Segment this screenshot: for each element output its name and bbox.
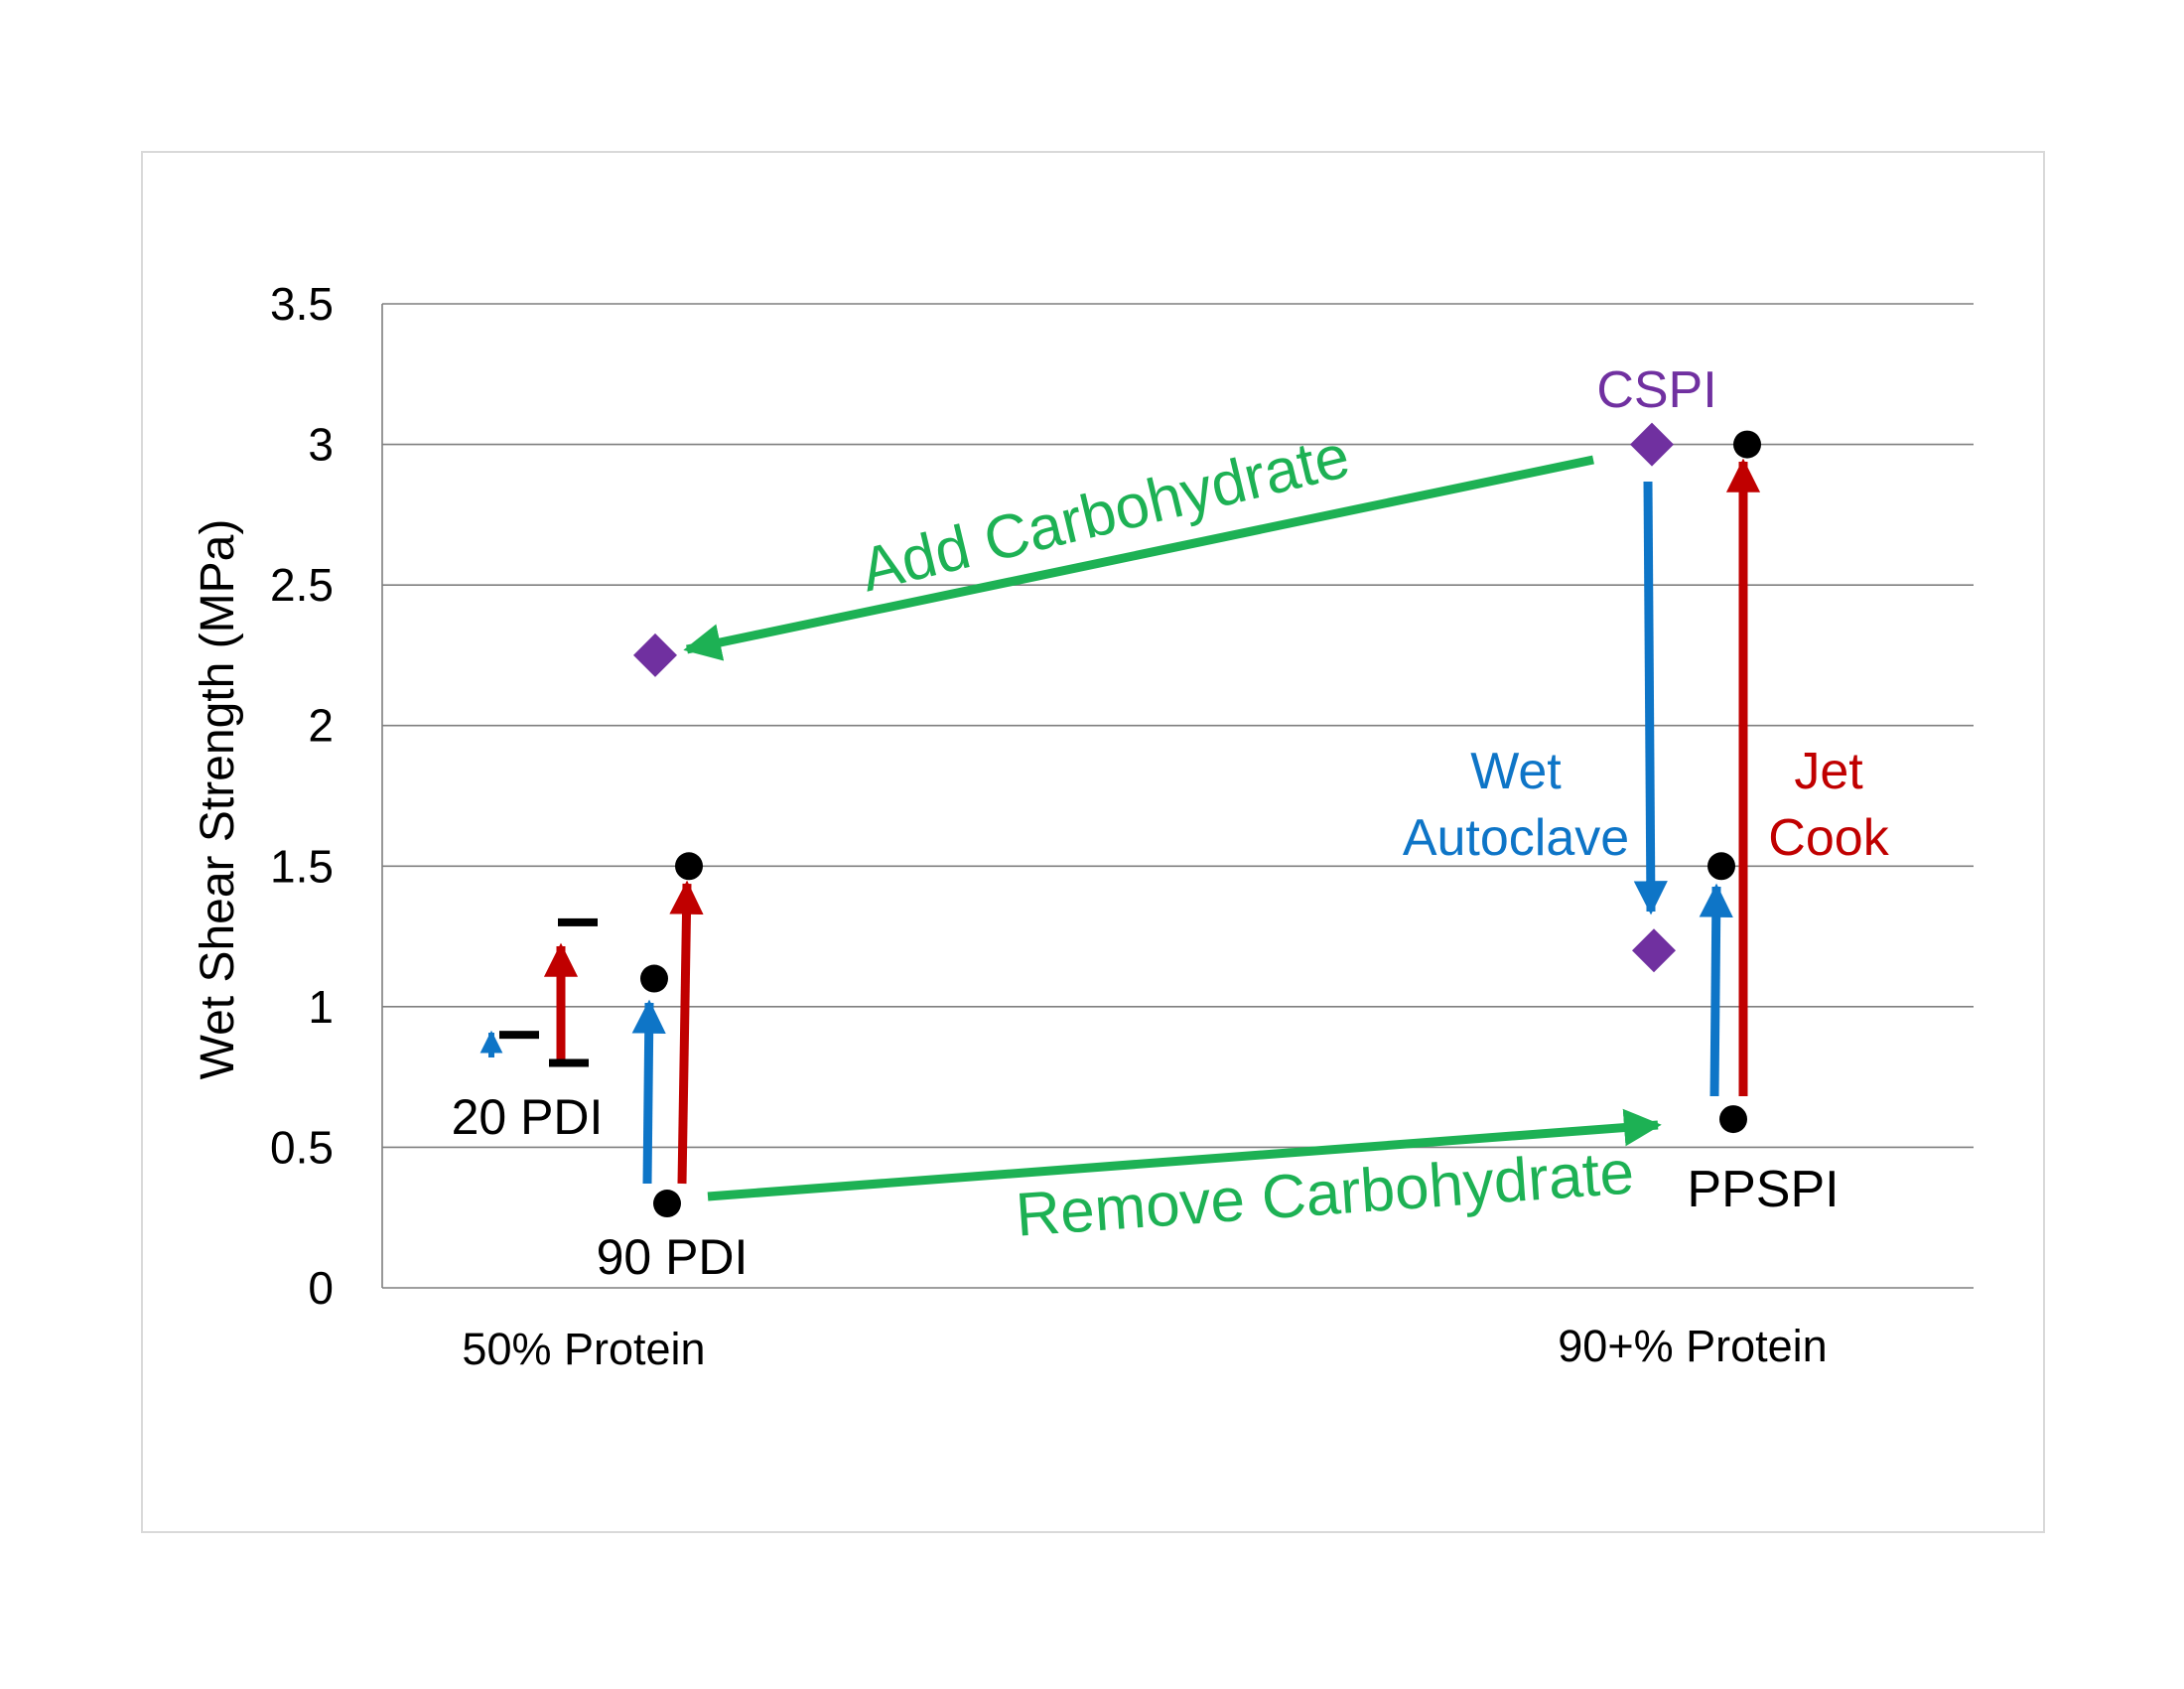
y-tick-label: 3.5 <box>270 278 334 330</box>
y-tick-label: 2 <box>308 700 334 752</box>
y-tick-label: 1.5 <box>270 840 334 892</box>
cspi-label: CSPI <box>1596 361 1716 419</box>
data-points <box>499 422 1761 1218</box>
y-tick-label: 2.5 <box>270 559 334 611</box>
y-tick-label: 0 <box>308 1262 334 1314</box>
y-tick-label: 3 <box>308 419 334 471</box>
add-carbohydrate-label: Add Carbohydrate <box>855 422 1356 606</box>
circle-point <box>1707 852 1735 881</box>
wet-label: Wet <box>1470 743 1562 800</box>
dash-point <box>549 1058 589 1067</box>
x-category-label-50: 50% Protein <box>462 1324 705 1374</box>
circle-point <box>640 964 668 993</box>
circle-point <box>1733 430 1761 459</box>
remove-carbohydrate-label: Remove Carbohydrate <box>1014 1138 1636 1249</box>
circle-point <box>675 852 703 881</box>
blue-arrow-ppspi <box>1699 883 1733 1097</box>
diamond-point <box>633 633 677 677</box>
circle-point <box>1719 1105 1747 1134</box>
jet-label: Jet <box>1794 743 1863 800</box>
diamond-point <box>1630 422 1674 467</box>
ppspi-label: PPSPI <box>1687 1161 1839 1218</box>
pdi-20-label: 20 PDI <box>452 1089 604 1145</box>
blue-arrow-90pdi <box>631 999 666 1185</box>
dash-point <box>558 917 598 926</box>
circle-point <box>653 1190 681 1218</box>
dash-point <box>499 1031 539 1040</box>
x-category-label-90: 90+% Protein <box>1558 1321 1827 1371</box>
cook-label: Cook <box>1768 809 1889 867</box>
blue-arrow-wet-autoclave <box>1633 481 1668 915</box>
autoclave-label: Autoclave <box>1403 809 1629 867</box>
red-arrow-90pdi <box>669 880 704 1185</box>
diamond-point <box>1632 928 1676 973</box>
gridlines <box>381 303 1974 1289</box>
y-tick-labels: 0 0.5 1 1.5 2 2.5 3 3.5 <box>270 278 334 1314</box>
remove-carbohydrate-arrow <box>707 1108 1662 1201</box>
chart-frame <box>141 151 2045 1533</box>
add-carbohydrate-arrow <box>683 455 1594 661</box>
y-axis-title: Wet Shear Strength (MPa) <box>192 519 244 1080</box>
pdi-90-label: 90 PDI <box>597 1229 749 1285</box>
y-tick-label: 1 <box>308 981 334 1033</box>
y-tick-label: 0.5 <box>270 1121 334 1173</box>
